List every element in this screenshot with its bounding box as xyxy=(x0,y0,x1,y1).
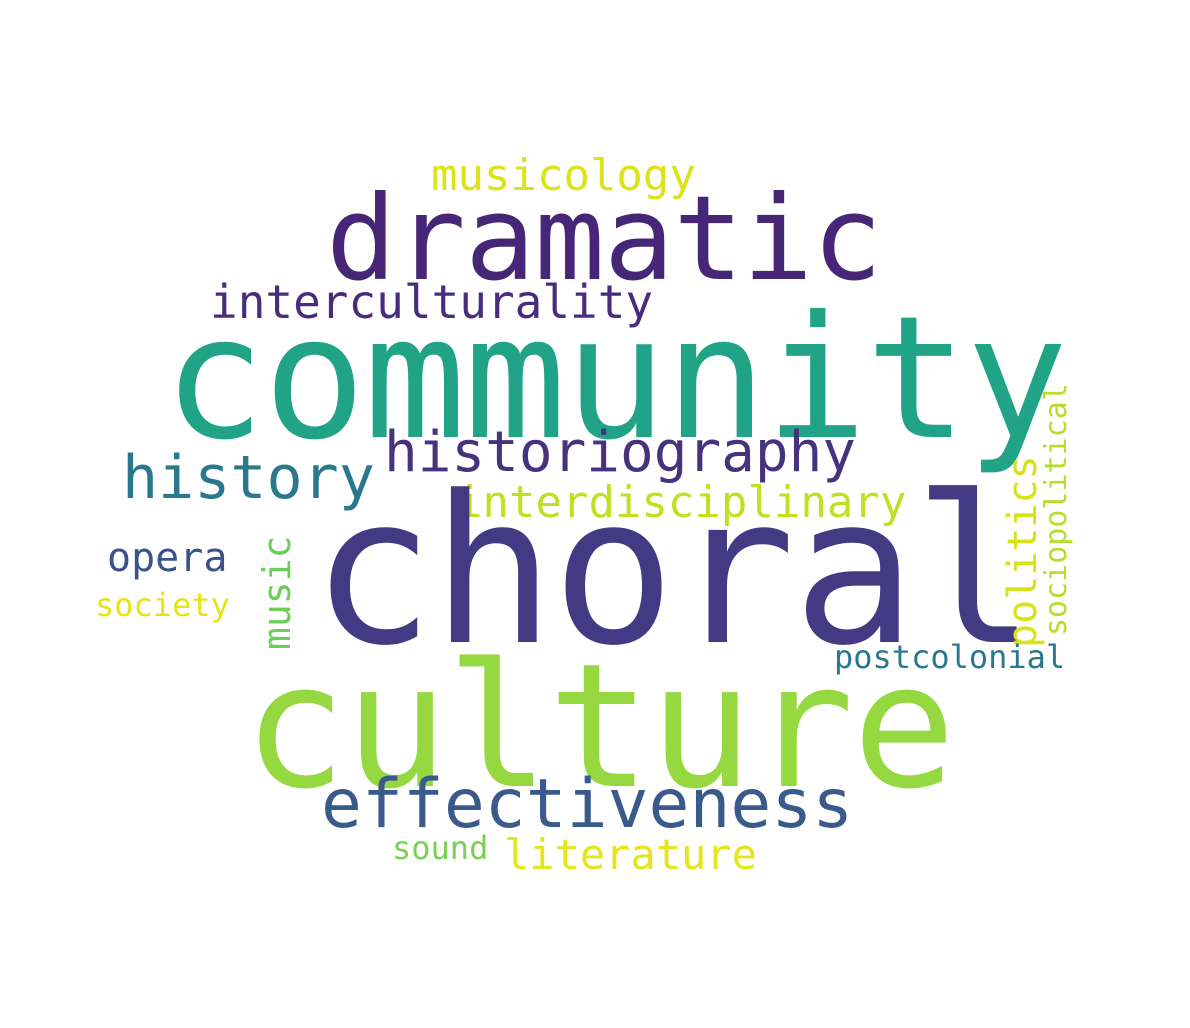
word-literature: literature xyxy=(504,830,757,879)
word-sound: sound xyxy=(392,829,489,867)
word-postcolonial: postcolonial xyxy=(834,638,1066,676)
word-society: society xyxy=(95,586,230,624)
word-culture: culture xyxy=(243,626,956,827)
word-history: history xyxy=(122,443,375,513)
word-opera: opera xyxy=(107,535,228,581)
word-choral: choral xyxy=(311,453,1037,691)
word-interdisciplinary: interdisciplinary xyxy=(456,477,907,528)
word-community: community xyxy=(163,280,1068,478)
word-musicology: musicology xyxy=(431,150,696,201)
word-sociopolitical: sociopolitical xyxy=(1039,383,1074,636)
word-effectiveness: effectiveness xyxy=(321,765,854,844)
word-dramatic: dramatic xyxy=(326,170,883,307)
word-historiography: historiography xyxy=(384,420,857,485)
word-politics: politics xyxy=(1000,455,1046,648)
word-interculturality: interculturality xyxy=(210,275,654,329)
